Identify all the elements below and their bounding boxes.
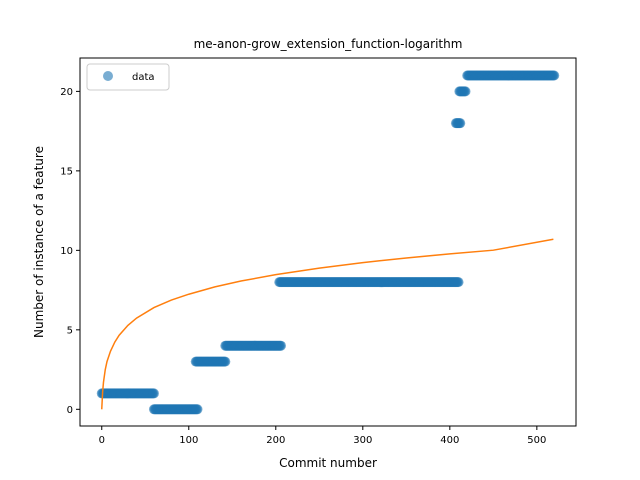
data-point <box>460 86 471 97</box>
y-axis-label: Number of instance of a feature <box>32 146 46 338</box>
y-tick-label: 0 <box>67 405 73 416</box>
data-point <box>220 356 231 367</box>
legend: data <box>86 63 170 91</box>
plot-area <box>96 70 560 415</box>
data-point <box>192 404 203 415</box>
x-tick-label: 200 <box>266 435 285 446</box>
chart-title: me-anon-grow_extension_function-logarith… <box>194 37 463 51</box>
data-point <box>148 388 159 399</box>
legend-marker-data <box>103 71 113 81</box>
legend-label-data: data <box>132 72 155 83</box>
x-axis-label: Commit number <box>279 456 377 470</box>
data-point <box>453 277 464 288</box>
y-axis: 0 5 10 15 20 <box>60 87 80 416</box>
y-tick-label: 20 <box>60 87 73 98</box>
legend-box <box>86 63 170 91</box>
data-point <box>276 340 287 351</box>
x-tick-label: 300 <box>353 435 372 446</box>
data-point <box>455 118 466 129</box>
x-tick-label: 100 <box>179 435 198 446</box>
x-axis: 0 100 200 300 400 500 <box>99 426 546 446</box>
axes-frame <box>79 57 577 427</box>
x-tick-label: 500 <box>527 435 546 446</box>
x-tick-label: 0 <box>99 435 105 446</box>
data-point <box>549 70 560 81</box>
y-tick-label: 5 <box>67 325 73 336</box>
x-tick-label: 400 <box>440 435 459 446</box>
y-tick-label: 10 <box>60 246 73 257</box>
y-tick-label: 15 <box>60 166 73 177</box>
fit-line <box>101 238 554 410</box>
